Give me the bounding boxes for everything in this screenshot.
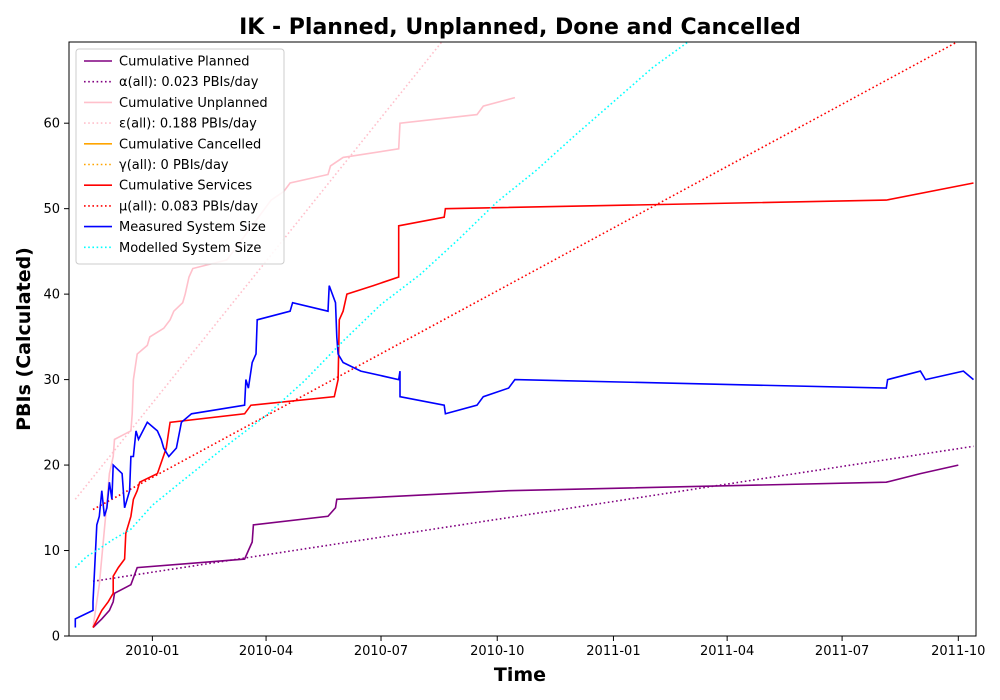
series-line-8	[74, 285, 975, 628]
plot-frame	[68, 41, 977, 637]
y-tick-label: 10	[43, 544, 60, 559]
series-line-2	[92, 96, 516, 628]
y-tick-label: 30	[43, 373, 60, 388]
y-axis-label: PBIs (Calculated)	[13, 247, 35, 431]
y-tick-label: 40	[43, 288, 60, 303]
series-layer	[74, 42, 975, 629]
legend: Cumulative Planned α(all): 0.023 PBIs/day…	[75, 48, 285, 265]
series-line-0	[92, 464, 959, 629]
series-line-1	[92, 445, 974, 583]
x-tick-label: 2010-07	[354, 644, 408, 659]
x-tick-label: 2011-07	[815, 644, 869, 659]
x-tick-label: 2011-10	[931, 644, 985, 659]
legend-entry: Measured System Size	[119, 220, 266, 235]
x-axis-label: Time	[494, 664, 546, 686]
legend-box	[75, 48, 285, 265]
y-axis: 0 10 20 30 40 50 60	[43, 117, 69, 645]
series-line-9	[74, 42, 689, 569]
y-tick-label: 0	[52, 630, 60, 645]
y-tick-label: 50	[43, 202, 60, 217]
legend-entry: γ(all): 0 PBIs/day	[119, 158, 229, 173]
legend-entry: μ(all): 0.083 PBIs/day	[119, 199, 258, 214]
x-tick-label: 2011-04	[700, 644, 754, 659]
x-tick-label: 2011-01	[586, 644, 640, 659]
y-tick-label: 60	[43, 117, 60, 132]
x-axis: 2010-01 2010-04 2010-07 2010-10 2011-01 2011-…	[125, 636, 985, 659]
y-tick-label: 20	[43, 459, 60, 474]
x-tick-label: 2010-01	[125, 644, 179, 659]
chart-title: IK - Planned, Unplanned, Done and Cancel…	[239, 15, 801, 40]
legend-entry: Cumulative Planned	[119, 55, 249, 70]
x-tick-label: 2010-10	[470, 644, 524, 659]
legend-entry: ε(all): 0.188 PBIs/day	[119, 117, 257, 132]
legend-entry: Cumulative Services	[119, 179, 252, 194]
legend-entry: Cumulative Cancelled	[119, 137, 261, 152]
series-line-3	[74, 42, 443, 500]
series-line-6	[92, 182, 974, 628]
legend-entry: α(all): 0.023 PBIs/day	[119, 75, 259, 90]
x-tick-label: 2010-04	[239, 644, 293, 659]
legend-entry: Cumulative Unplanned	[119, 96, 268, 111]
legend-entry: Modelled System Size	[119, 241, 261, 256]
